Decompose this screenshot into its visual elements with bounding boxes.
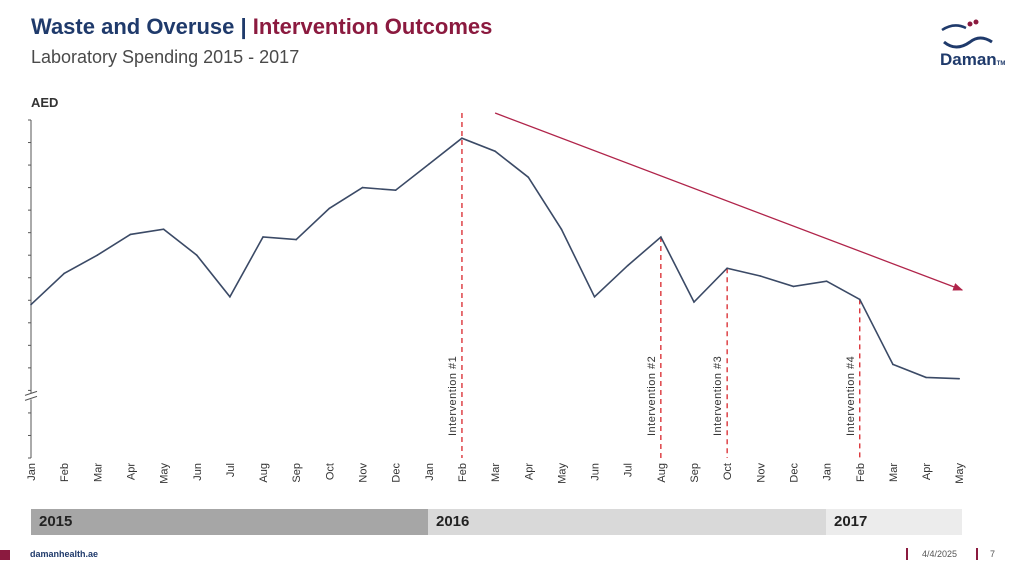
x-tick-label: Jan bbox=[822, 463, 834, 481]
x-tick-label: Apr bbox=[921, 463, 933, 480]
axis-break-mark bbox=[24, 390, 38, 396]
page-subtitle: Laboratory Spending 2015 - 2017 bbox=[31, 47, 300, 67]
intervention-label: Intervention #3 bbox=[712, 356, 724, 436]
data-point bbox=[560, 228, 563, 230]
x-tick-label: Mar bbox=[888, 463, 900, 482]
line-chart: AED Intervention #1 Intervention #2 Interv… bbox=[24, 95, 966, 484]
x-tick-label: Apr bbox=[125, 463, 137, 480]
data-point bbox=[693, 301, 695, 303]
series-polyline bbox=[30, 137, 960, 380]
data-point bbox=[626, 264, 629, 267]
x-tick-label: Dec bbox=[788, 463, 800, 483]
data-point bbox=[229, 296, 231, 298]
data-point bbox=[494, 150, 496, 152]
year-band-2017: 2017 bbox=[826, 509, 962, 535]
data-point bbox=[295, 238, 298, 241]
x-tick-label: Jun bbox=[192, 463, 204, 481]
x-tick-label: Feb bbox=[59, 463, 71, 482]
logo-word: Daman bbox=[940, 50, 997, 69]
data-point bbox=[593, 296, 596, 298]
x-tick-label: Jul bbox=[225, 463, 237, 477]
x-tick-label: Jan bbox=[26, 463, 38, 481]
data-point bbox=[63, 272, 65, 275]
intervention-markers: Intervention #1 Intervention #2 Interventi… bbox=[447, 113, 861, 458]
intervention-label: Intervention #1 bbox=[447, 356, 459, 436]
intervention-label: Intervention #2 bbox=[646, 356, 658, 436]
year-band-2015: 2015 bbox=[31, 509, 428, 535]
footer-page-number: 7 bbox=[990, 549, 996, 559]
x-tick-label: Nov bbox=[358, 463, 370, 483]
axis-break-mark bbox=[24, 395, 38, 401]
x-tick-label: Mar bbox=[92, 463, 104, 482]
data-point bbox=[792, 285, 795, 288]
y-axis-label: AED bbox=[31, 95, 58, 110]
x-tick-label: Feb bbox=[855, 463, 867, 482]
data-point bbox=[96, 254, 99, 256]
x-tick-label: Feb bbox=[457, 463, 469, 482]
title-separator: | bbox=[240, 14, 247, 39]
footer-divider bbox=[906, 548, 908, 560]
data-point bbox=[759, 275, 762, 277]
data-point bbox=[892, 363, 894, 366]
data-point bbox=[361, 186, 364, 189]
axis-break-gap bbox=[25, 393, 37, 400]
x-tick-label: Sep bbox=[291, 463, 303, 483]
year-band-2016: 2016 bbox=[428, 509, 826, 535]
logo-wordmark: DamanTM bbox=[940, 50, 1005, 70]
x-tick-label: Jul bbox=[623, 463, 635, 477]
intervention-label: Intervention #4 bbox=[845, 356, 857, 436]
data-point bbox=[660, 236, 662, 238]
series-line bbox=[30, 137, 960, 380]
x-tick-label: May bbox=[159, 463, 171, 484]
x-tick-label: Mar bbox=[490, 463, 502, 482]
footer-website: damanhealth.ae bbox=[30, 549, 99, 559]
x-tick-label: May bbox=[556, 463, 568, 484]
x-tick-label: Sep bbox=[689, 463, 701, 483]
data-point bbox=[129, 233, 132, 236]
x-tick-label: Aug bbox=[258, 463, 270, 483]
x-tick-label: Nov bbox=[755, 463, 767, 483]
x-tick-label: Oct bbox=[324, 463, 336, 480]
x-tick-label: Aug bbox=[656, 463, 668, 483]
data-point bbox=[328, 207, 331, 210]
data-point bbox=[461, 137, 463, 139]
y-axis bbox=[24, 119, 38, 459]
daman-logo-icon bbox=[941, 19, 993, 49]
data-point bbox=[925, 376, 927, 379]
x-tick-label: Apr bbox=[523, 463, 535, 480]
x-tick-label: Oct bbox=[722, 463, 734, 480]
data-point bbox=[162, 228, 165, 230]
footer-date: 4/4/2025 bbox=[922, 549, 958, 559]
trend-arrow-line bbox=[494, 112, 964, 291]
x-tick-label: Dec bbox=[391, 463, 403, 483]
footer-accent-square bbox=[0, 550, 10, 560]
data-point bbox=[30, 303, 32, 306]
x-tick-label: Jan bbox=[424, 463, 436, 481]
data-point bbox=[195, 254, 198, 256]
title-part2: Intervention Outcomes bbox=[252, 14, 493, 39]
logo-tm: TM bbox=[996, 61, 1006, 67]
data-point bbox=[958, 377, 960, 380]
title-part1: Waste and Overuse bbox=[31, 14, 235, 39]
data-point bbox=[825, 280, 828, 283]
page-title: Waste and Overuse | Intervention Outcome… bbox=[31, 14, 492, 40]
data-point bbox=[726, 267, 728, 270]
x-axis-ticks: Jan Feb Mar Apr May Jun Jul Aug Sep Oct Nov Dec Jan F… bbox=[26, 463, 966, 484]
trend-arrow bbox=[494, 112, 964, 291]
data-point bbox=[262, 236, 264, 238]
footer-divider bbox=[976, 548, 978, 560]
data-point bbox=[394, 189, 397, 191]
data-point bbox=[428, 163, 430, 165]
data-point bbox=[527, 176, 530, 178]
x-tick-label: May bbox=[954, 463, 966, 484]
x-tick-label: Jun bbox=[590, 463, 602, 481]
data-point bbox=[858, 298, 861, 301]
